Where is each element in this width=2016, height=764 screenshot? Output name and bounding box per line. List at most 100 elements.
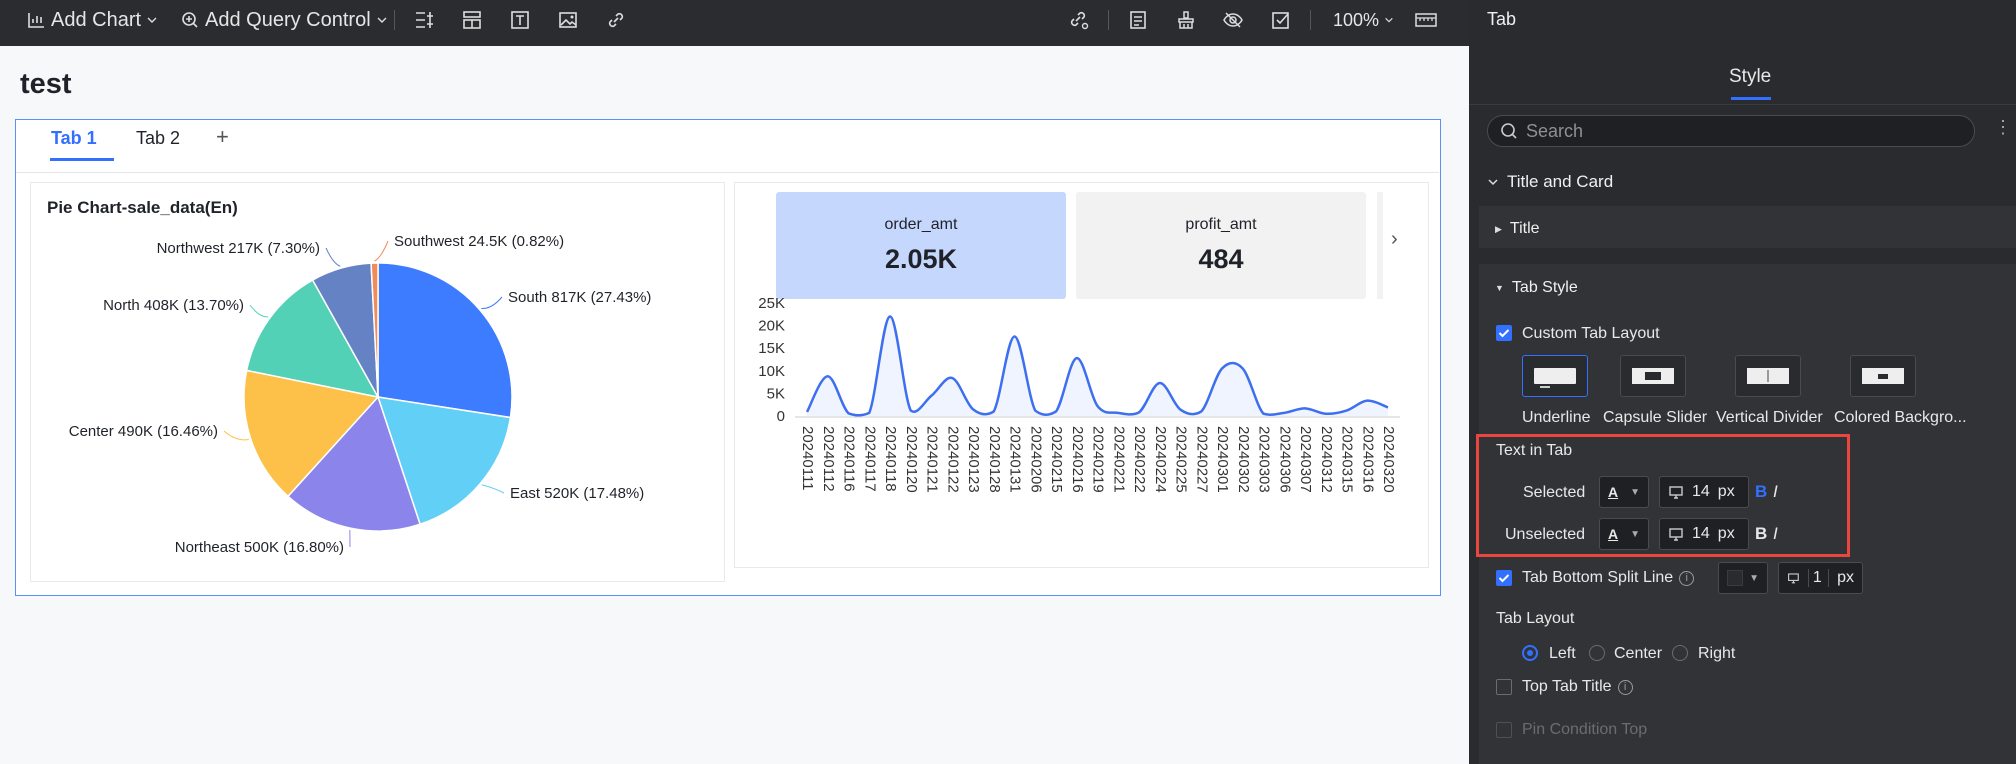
tab-style[interactable]: Style <box>1729 66 1772 87</box>
monitor-icon <box>1669 528 1683 541</box>
selected-italic-button[interactable]: I <box>1773 482 1778 501</box>
unselected-font-size-input[interactable]: 14 px <box>1659 518 1749 550</box>
x-tick-label: 20240222 <box>1131 426 1148 493</box>
kpi-line-chart-card[interactable]: order_amt 2.05K profit_amt 484 › 25K 20K 1… <box>734 182 1429 568</box>
split-line-color-select[interactable]: ▼ <box>1718 562 1768 594</box>
section-label: Tab Style <box>1511 279 1578 296</box>
dashboard-canvas: test Tab 1 Tab 2 + Pie Chart-sale_data(E… <box>0 46 1469 764</box>
x-tick-label: 20240221 <box>1110 426 1127 493</box>
y-tick-label: 10K <box>758 363 785 380</box>
line-series[interactable] <box>805 315 1389 417</box>
pie-slice-center[interactable] <box>243 369 380 498</box>
tab-bottom-split-line-checkbox[interactable] <box>1496 570 1512 586</box>
layout-block-icon[interactable] <box>459 7 485 33</box>
unselected-italic-button[interactable]: I <box>1773 524 1778 543</box>
add-query-control-button[interactable]: Add Query Control <box>180 0 388 40</box>
section-title-and-card[interactable]: Title and Card <box>1487 172 1613 192</box>
pie-slice-northeast[interactable] <box>286 395 422 532</box>
add-chart-label: Add Chart <box>51 8 142 31</box>
y-tick-label: 15K <box>758 340 785 357</box>
pie-slice-southwest[interactable] <box>370 262 379 398</box>
pie-slice-north[interactable] <box>245 279 380 399</box>
page-title: test <box>20 68 72 100</box>
preview-hide-icon[interactable] <box>1220 7 1246 33</box>
check-icon <box>1498 574 1510 583</box>
search-input[interactable] <box>1526 120 1946 142</box>
kpi-next-peek <box>1377 192 1383 299</box>
selected-bold-button[interactable]: B <box>1755 482 1768 501</box>
add-tab-icon[interactable]: + <box>216 124 229 149</box>
kpi-order-amt[interactable]: order_amt 2.05K <box>776 192 1066 299</box>
kpi-profit-amt[interactable]: profit_amt 484 <box>1076 192 1366 299</box>
x-tick-label: 20240224 <box>1152 426 1169 493</box>
checklist-icon[interactable] <box>1268 7 1294 33</box>
tab-component[interactable]: Tab 1 Tab 2 + Pie Chart-sale_data(En) So… <box>15 119 1441 596</box>
radio-center[interactable] <box>1589 645 1605 661</box>
info-icon[interactable]: i <box>1679 570 1695 586</box>
font-size-value: 14 <box>1692 483 1710 500</box>
selected-font-size-input[interactable]: 14 px <box>1659 476 1749 508</box>
pie-label: East 520K (17.48%) <box>510 485 644 502</box>
caret-right-icon: ▶ <box>1495 223 1502 234</box>
pin-condition-top-checkbox[interactable] <box>1496 722 1512 738</box>
pie-leader-line <box>374 240 389 262</box>
custom-tab-layout-label: Custom Tab Layout <box>1522 325 1660 342</box>
x-tick-label: 20240111 <box>799 426 816 491</box>
radio-right[interactable] <box>1672 645 1688 661</box>
info-icon[interactable]: i <box>1617 679 1633 695</box>
report-icon[interactable] <box>1125 7 1151 33</box>
link-settings-icon[interactable] <box>1066 7 1092 33</box>
tab-bottom-split-line-label: Tab Bottom Split Line <box>1522 569 1674 586</box>
split-line-width-input[interactable]: 1 px <box>1778 562 1863 594</box>
section-tab-style[interactable]: ▼ Tab Style <box>1495 279 1578 297</box>
x-tick-label: 20240227 <box>1193 426 1210 493</box>
x-tick-label: 20240118 <box>882 426 899 492</box>
x-tick-label: 20240121 <box>924 426 941 493</box>
unselected-font-color-select[interactable]: A ▼ <box>1599 518 1649 550</box>
zoom-select[interactable]: 100% <box>1333 0 1394 40</box>
chevron-down-icon <box>147 17 157 23</box>
kpi-label: order_amt <box>884 216 958 233</box>
section-title[interactable]: ▶ Title <box>1495 220 1540 238</box>
selected-font-color-select[interactable]: A ▼ <box>1599 476 1649 508</box>
search-box[interactable] <box>1487 115 1975 147</box>
filter-settings-icon[interactable] <box>411 7 437 33</box>
link-icon[interactable] <box>603 7 629 33</box>
tab-1[interactable]: Tab 1 <box>51 128 97 148</box>
monitor-icon <box>1788 573 1799 584</box>
x-tick-label: 20240122 <box>944 426 961 493</box>
image-icon[interactable] <box>555 7 581 33</box>
x-tick-label: 20240301 <box>1214 426 1231 493</box>
more-options-icon[interactable]: ⋮ <box>1994 117 2012 137</box>
tab-bottom-split-line-row: Tab Bottom Split Line i <box>1522 569 1695 587</box>
unselected-bold-button[interactable]: B <box>1755 524 1768 543</box>
chevron-right-icon[interactable]: › <box>1391 228 1398 250</box>
pie-slice-south[interactable] <box>377 262 513 419</box>
x-tick-label: 20240215 <box>1048 426 1065 493</box>
add-chart-button[interactable]: Add Chart <box>26 0 158 40</box>
pie-chart-card[interactable]: Pie Chart-sale_data(En) South 817K (27.4… <box>30 182 725 582</box>
layout-option-vertical-divider[interactable] <box>1735 355 1801 397</box>
caret-down-icon: ▼ <box>1495 283 1504 293</box>
monitor-icon <box>1669 486 1683 499</box>
clean-brush-icon[interactable] <box>1173 7 1199 33</box>
top-toolbar: Add Chart Add Query Control 100% <box>0 0 1469 46</box>
x-tick-label: 20240131 <box>1007 426 1024 493</box>
ruler-icon[interactable] <box>1413 7 1439 33</box>
tab-2[interactable]: Tab 2 <box>136 128 181 148</box>
layout-option-capsule-slider[interactable] <box>1620 355 1686 397</box>
y-tick-label: 20K <box>758 318 785 335</box>
pie-slice-east[interactable] <box>376 396 512 526</box>
text-box-icon[interactable] <box>507 7 533 33</box>
pie-label: Northeast 500K (16.80%) <box>175 539 344 556</box>
custom-tab-layout-checkbox[interactable] <box>1496 325 1512 341</box>
add-query-control-label: Add Query Control <box>205 8 371 31</box>
section-tab-style-block <box>1479 264 2016 764</box>
font-color-icon: A <box>1608 484 1619 500</box>
layout-option-colored-background[interactable] <box>1850 355 1916 397</box>
radio-left[interactable] <box>1522 645 1538 661</box>
unit-label: px <box>1717 483 1735 500</box>
layout-option-underline[interactable] <box>1522 355 1588 397</box>
top-tab-title-checkbox[interactable] <box>1496 679 1512 695</box>
